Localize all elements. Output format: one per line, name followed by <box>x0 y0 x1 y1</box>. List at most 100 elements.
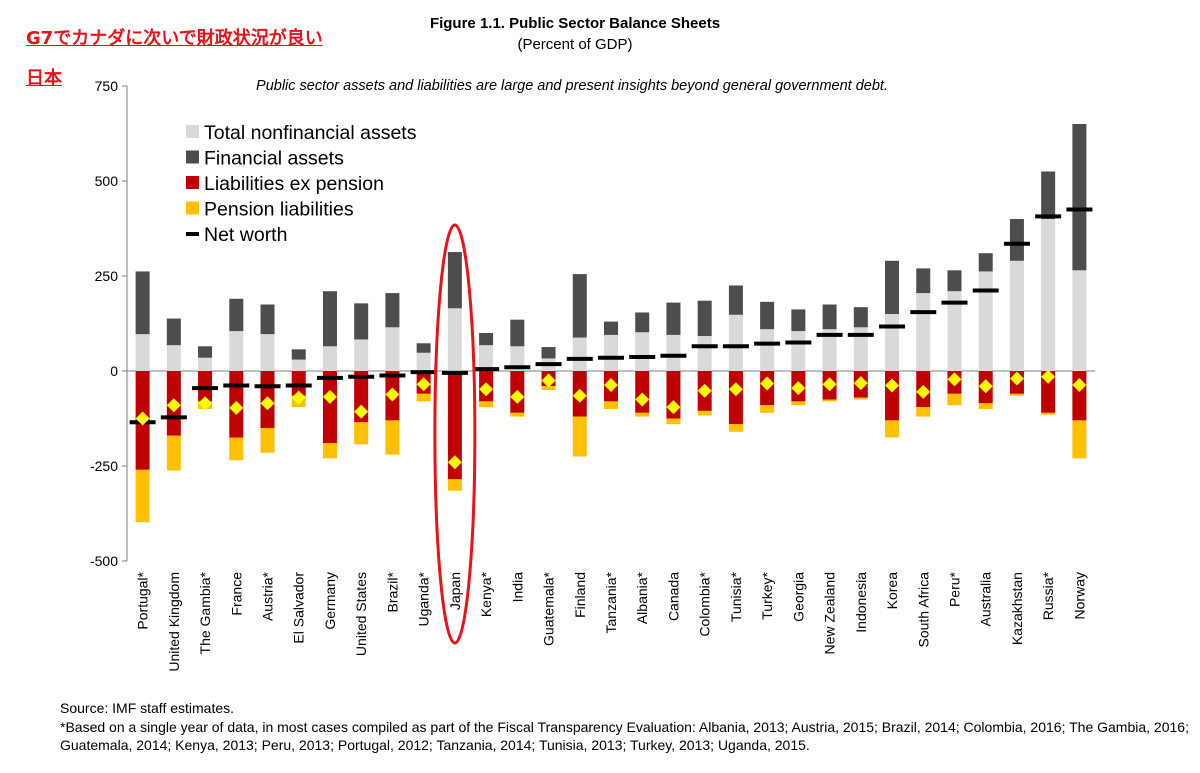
bars-group <box>135 124 1087 523</box>
bar-pension-liabilities <box>760 405 775 413</box>
bar-nonfinancial-assets <box>291 359 306 371</box>
bar-financial-assets <box>291 349 306 360</box>
bar-nonfinancial-assets <box>635 332 650 371</box>
x-category-label: Finland <box>572 572 588 618</box>
bar-pension-liabilities <box>916 407 931 417</box>
bar-financial-assets <box>1009 219 1024 261</box>
x-category-label: United States <box>353 572 369 656</box>
bar-nonfinancial-assets <box>572 337 587 371</box>
bar-nonfinancial-assets <box>791 331 806 371</box>
x-category-label: Uganda* <box>416 571 432 626</box>
diamond-marker <box>510 389 525 404</box>
bar-pension-liabilities <box>416 393 431 402</box>
bar-financial-assets <box>1041 171 1056 219</box>
bar-financial-assets <box>760 301 775 330</box>
x-category-label: Kazakhstan <box>1009 572 1025 645</box>
bar-nonfinancial-assets <box>1072 270 1087 371</box>
diamond-marker <box>416 377 431 392</box>
bar-nonfinancial-assets <box>260 334 275 371</box>
diamond-marker <box>135 411 150 426</box>
bar-nonfinancial-assets <box>697 336 712 371</box>
diamond-marker <box>541 373 556 388</box>
legend-swatch <box>186 201 199 215</box>
bar-nonfinancial-assets <box>666 334 681 371</box>
bar-liabilities-ex-pension <box>1041 371 1056 413</box>
legend: Total nonfinancial assets Financial asset… <box>186 122 417 246</box>
bar-nonfinancial-assets <box>416 352 431 371</box>
annotation-japan-label: 日本 <box>26 68 62 89</box>
diamond-marker <box>572 388 587 403</box>
legend-swatch <box>186 125 199 138</box>
bar-financial-assets <box>822 304 837 330</box>
bar-financial-assets <box>666 302 681 335</box>
bar-pension-liabilities <box>479 401 494 408</box>
x-category-label: Norway <box>1071 572 1087 619</box>
bar-nonfinancial-assets <box>947 291 962 371</box>
x-category-label: Georgia <box>790 572 806 622</box>
bar-nonfinancial-assets <box>1009 260 1024 371</box>
bar-financial-assets <box>604 321 618 335</box>
diamond-marker <box>885 378 900 393</box>
diamond-marker <box>947 372 962 387</box>
diamond-marker <box>166 398 181 413</box>
bar-financial-assets <box>260 304 275 335</box>
bar-financial-assets <box>354 303 369 340</box>
diamond-marker <box>604 378 618 393</box>
bar-financial-assets <box>978 253 993 272</box>
bar-financial-assets <box>916 268 931 294</box>
x-category-label: Albania* <box>634 571 650 624</box>
y-axis-ticks: 750 500 250 0 -250 -500 <box>90 78 127 569</box>
bar-financial-assets <box>635 312 650 333</box>
diamond-marker <box>635 392 650 407</box>
chart-annotation: Public sector assets and liabilities are… <box>256 78 888 94</box>
bar-pension-liabilities <box>604 401 618 409</box>
x-category-label: Brazil* <box>384 571 400 612</box>
x-category-label: El Salvador <box>291 572 307 644</box>
x-category-label: Canada <box>665 572 681 621</box>
bar-financial-assets <box>322 291 337 347</box>
diamond-marker <box>447 455 462 470</box>
diamond-marker <box>791 381 806 396</box>
bar-pension-liabilities <box>447 479 462 491</box>
diamond-marker <box>479 382 494 397</box>
x-category-label: Turkey* <box>759 571 775 619</box>
bar-pension-liabilities <box>385 420 400 455</box>
legend-label: Financial assets <box>204 148 344 170</box>
x-category-label: Germany <box>322 572 338 630</box>
source-note: Source: IMF staff estimates. <box>60 700 235 716</box>
bar-nonfinancial-assets <box>479 345 494 371</box>
bar-pension-liabilities <box>572 416 587 457</box>
y-tick-label: 0 <box>110 363 118 379</box>
bar-financial-assets <box>229 298 244 332</box>
bar-financial-assets <box>416 343 431 353</box>
bar-financial-assets <box>198 346 213 358</box>
bar-pension-liabilities <box>1072 420 1087 459</box>
diamond-marker <box>822 377 837 392</box>
bar-financial-assets <box>510 319 525 347</box>
diamond-marker <box>354 404 369 419</box>
x-category-label: South Africa <box>915 572 931 648</box>
bar-pension-liabilities <box>322 443 337 459</box>
y-tick-label: 500 <box>95 173 119 189</box>
y-tick-label: -500 <box>90 553 118 569</box>
bar-liabilities-ex-pension <box>447 371 462 480</box>
bar-nonfinancial-assets <box>447 308 462 371</box>
legend-swatch <box>186 176 199 189</box>
bar-financial-assets <box>166 318 181 346</box>
y-tick-label: -250 <box>90 458 118 474</box>
bar-nonfinancial-assets <box>760 329 775 371</box>
y-tick-label: 250 <box>95 268 119 284</box>
x-category-label: Korea <box>884 572 900 610</box>
bar-financial-assets <box>1072 124 1087 271</box>
bar-liabilities-ex-pension <box>322 371 337 444</box>
x-category-label: Guatemala* <box>541 571 557 645</box>
bar-pension-liabilities <box>354 422 369 445</box>
bar-nonfinancial-assets <box>322 346 337 371</box>
bar-pension-liabilities <box>541 386 556 390</box>
bar-financial-assets <box>572 274 587 338</box>
bar-nonfinancial-assets <box>916 293 931 371</box>
legend-swatch <box>186 150 199 164</box>
x-category-label: United Kingdom <box>166 572 182 672</box>
bar-nonfinancial-assets <box>885 314 900 371</box>
legend-label: Total nonfinancial assets <box>204 122 417 144</box>
